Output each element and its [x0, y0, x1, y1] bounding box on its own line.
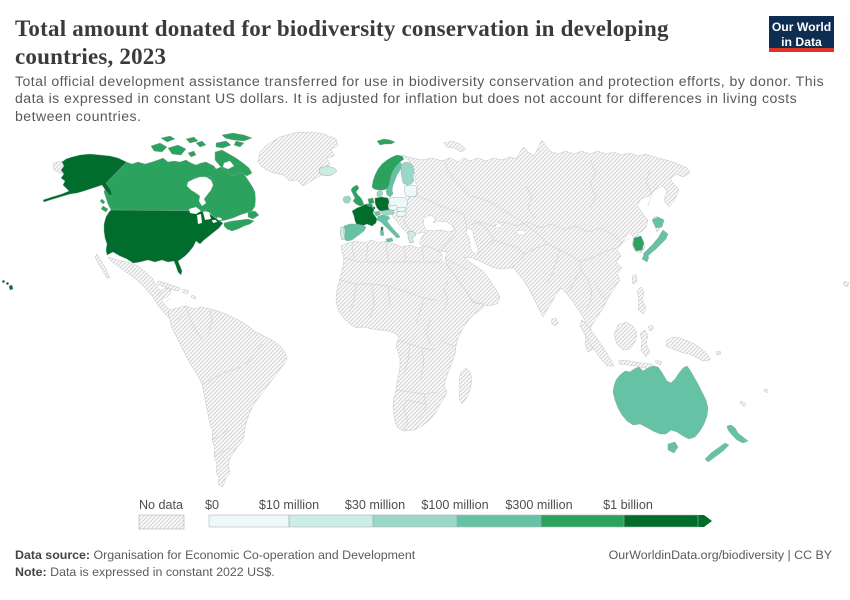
svg-text:No data: No data: [139, 498, 183, 512]
svg-text:$10 million: $10 million: [259, 498, 319, 512]
svg-text:$0: $0: [205, 498, 219, 512]
svg-text:$300 million: $300 million: [505, 498, 572, 512]
svg-text:$1 billion: $1 billion: [603, 498, 653, 512]
svg-text:$100 million: $100 million: [421, 498, 488, 512]
svg-text:$30 million: $30 million: [345, 498, 405, 512]
